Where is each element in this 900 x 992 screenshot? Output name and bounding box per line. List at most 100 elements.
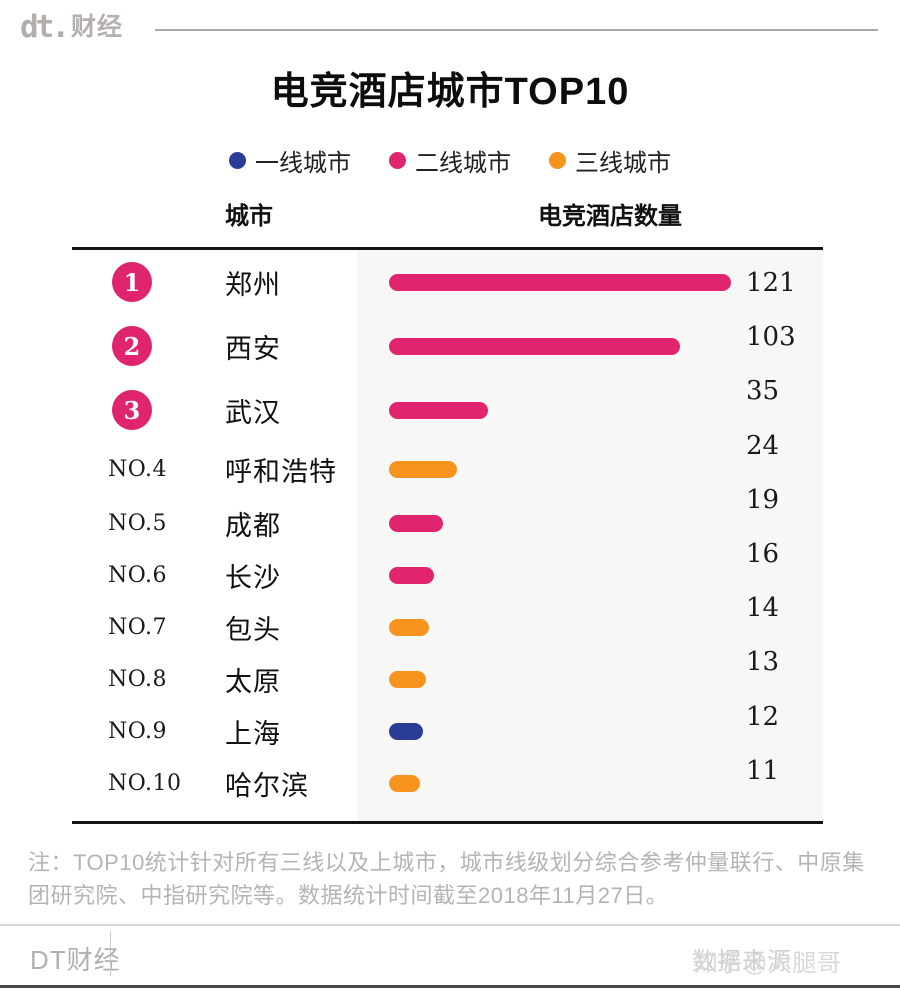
data-source-text: 数据来源 [692, 948, 792, 975]
rank-cell: 1 [72, 262, 225, 302]
table-row: NO.7 包头 [72, 601, 823, 653]
bar [389, 774, 420, 792]
bar-value: 121 [746, 268, 796, 299]
bar [389, 273, 731, 291]
rank-cell: NO.9 [72, 719, 225, 744]
table-row: 3 武汉 [72, 378, 823, 442]
rank-label: NO.5 [108, 510, 167, 536]
dt-caijing-logo: dt. 财经 [20, 9, 124, 45]
tier3-dot-icon [549, 152, 566, 169]
bar-value: 12 [746, 701, 780, 732]
bar-value: 19 [746, 484, 780, 515]
legend-item-tier3: 三线城市 [549, 143, 671, 178]
ranking-table: 1 郑州 2 西安 3 武汉 NO.4 呼和浩特 NO.5 成都 NO.6 长沙 [72, 250, 823, 809]
rank-label: NO.7 [108, 614, 167, 640]
city-name: 上海 [225, 718, 281, 749]
rank-badge: 1 [112, 262, 152, 302]
column-header-city: 城市 [225, 203, 273, 230]
bar-cell [357, 497, 823, 549]
rank-cell: 2 [72, 326, 225, 366]
bar [389, 461, 457, 478]
zhihu-watermark: 知乎@大腿哥 [694, 950, 842, 977]
chart-bottom-rule [72, 821, 823, 824]
bar-cell [357, 378, 823, 442]
bar-cell [357, 549, 823, 601]
bar [389, 514, 443, 532]
city-name: 呼和浩特 [225, 457, 337, 487]
footnote: 注：TOP10统计针对所有三线以及上城市，城市线级划分综合参考仲量联行、中原集团… [28, 850, 865, 908]
rank-label: NO.4 [108, 457, 167, 482]
city-name: 太原 [225, 666, 281, 697]
bar-cell [357, 442, 823, 497]
source-watermark: 数据来源 知乎@大腿哥 [692, 941, 882, 977]
rank-badge: 3 [112, 390, 152, 430]
footer-vertical-divider [110, 931, 111, 976]
city-name: 郑州 [225, 269, 281, 300]
city-name: 西安 [225, 333, 281, 364]
footer-top-divider [0, 924, 900, 926]
table-row: NO.9 上海 [72, 705, 823, 757]
bar-value: 103 [746, 322, 796, 353]
bar-value: 35 [746, 376, 780, 407]
legend-label: 二线城市 [415, 150, 511, 177]
bar-value: 13 [746, 647, 780, 678]
rank-cell: 3 [72, 390, 225, 430]
tier2-dot-icon [389, 152, 406, 169]
legend: 一线城市 二线城市 三线城市 [0, 143, 900, 178]
rank-label: NO.8 [108, 666, 167, 692]
logo-mark-icon: dt. [20, 9, 70, 45]
table-row: NO.8 太原 [72, 653, 823, 705]
city-name: 包头 [225, 614, 281, 645]
bar [389, 337, 680, 355]
rank-cell: NO.8 [72, 667, 225, 692]
table-row: NO.5 成都 [72, 497, 823, 549]
bar-value: 11 [746, 755, 780, 786]
city-name: 武汉 [225, 397, 281, 428]
rank-cell: NO.10 [72, 771, 225, 796]
bar [389, 722, 423, 740]
tier1-dot-icon [229, 152, 246, 169]
city-name: 成都 [225, 510, 281, 541]
city-name: 长沙 [225, 562, 281, 593]
bar [389, 566, 434, 584]
rank-label: NO.6 [108, 562, 167, 588]
footer-brand: DT财经 [30, 945, 121, 975]
table-row: 2 西安 [72, 314, 823, 378]
legend-item-tier1: 一线城市 [229, 143, 351, 178]
bar-cell [357, 757, 823, 809]
rank-badge: 2 [112, 326, 152, 366]
footer-bottom-rule [0, 985, 900, 988]
table-row: 1 郑州 [72, 250, 823, 314]
rank-label: NO.9 [108, 718, 167, 744]
header-divider [155, 29, 878, 31]
value-column: 121 103 35 24 19 16 14 13 12 11 [746, 250, 796, 821]
bar-cell [357, 314, 823, 378]
rank-cell: NO.6 [72, 563, 225, 588]
bar-cell [357, 705, 823, 757]
bar-value: 16 [746, 539, 780, 570]
table-row: NO.10 哈尔滨 [72, 757, 823, 809]
bar-value: 14 [746, 593, 780, 624]
bar-value: 24 [746, 430, 780, 461]
bar [389, 401, 488, 419]
rank-label: NO.10 [108, 770, 182, 796]
bar-cell [357, 653, 823, 705]
rank-cell: NO.5 [72, 511, 225, 536]
bar [389, 670, 426, 688]
logo-text: 财经 [71, 13, 124, 41]
city-name: 哈尔滨 [225, 770, 309, 801]
rank-cell: NO.4 [72, 457, 225, 482]
bar [389, 618, 429, 636]
bar-cell [357, 250, 823, 314]
legend-label: 一线城市 [255, 150, 351, 177]
legend-label: 三线城市 [575, 150, 671, 177]
chart-top-rule [72, 247, 823, 250]
bar-cell [357, 601, 823, 653]
column-header-count: 电竞酒店数量 [538, 203, 682, 230]
table-row: NO.4 呼和浩特 [72, 442, 823, 497]
table-row: NO.6 长沙 [72, 549, 823, 601]
legend-item-tier2: 二线城市 [389, 143, 511, 178]
page-title: 电竞酒店城市TOP10 [270, 71, 630, 113]
rank-cell: NO.7 [72, 615, 225, 640]
